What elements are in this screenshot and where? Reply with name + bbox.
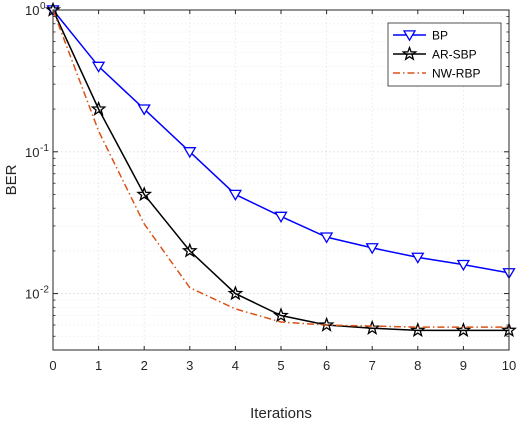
data-point-ar-sbp [455, 322, 472, 338]
legend-entry-bp: BP [393, 29, 448, 43]
data-point-ar-sbp [273, 307, 289, 323]
data-point-ar-sbp [318, 316, 335, 332]
y-tick-exponent: -1 [40, 143, 49, 154]
y-tick-exponent: 0 [40, 1, 46, 12]
data-point-bp [91, 61, 106, 73]
series-ar-sbp [45, 1, 517, 338]
data-point-bp [365, 243, 379, 255]
data-point-bp [183, 147, 197, 159]
data-point-bp [456, 259, 471, 272]
data-point-bp [319, 232, 334, 244]
data-point-ar-sbp [181, 242, 198, 258]
series-line-ar-sbp [52, 9, 509, 332]
x-axis-label: Iterations [250, 405, 312, 422]
series-bp [46, 5, 516, 280]
x-tick-label: 9 [460, 358, 467, 373]
series-nw-rbp [52, 9, 509, 328]
legend-label: AR-SBP [432, 48, 477, 62]
x-tick-label: 2 [141, 358, 148, 373]
legend-entry-nw-rbp: NW-RBP [393, 67, 480, 81]
series-group [45, 1, 517, 338]
legend-entry-ar-sbp: AR-SBP [393, 45, 477, 62]
data-point-bp [228, 189, 243, 201]
x-tick-label: 0 [49, 358, 56, 373]
legend: BP AR-SBP NW-RBP [387, 22, 502, 87]
x-tick-label: 5 [277, 358, 284, 373]
data-point-bp [411, 252, 425, 264]
y-tick-base: 10 [25, 3, 39, 18]
legend-label: BP [432, 29, 448, 43]
data-point-ar-sbp [227, 285, 244, 301]
x-tick-label: 7 [369, 358, 376, 373]
y-tick-base: 10 [25, 287, 39, 302]
data-point-ar-sbp [409, 322, 426, 338]
data-point-bp [274, 211, 288, 223]
x-tick-label: 10 [502, 358, 516, 373]
legend-marker [402, 30, 417, 42]
y-tick-label: 10 -1 [25, 143, 49, 160]
x-tick-label: 8 [414, 358, 421, 373]
y-tick-label: 10 0 [25, 1, 46, 18]
series-line-nw-rbp [52, 9, 509, 328]
legend-label: NW-RBP [432, 67, 480, 81]
x-tick-label: 6 [323, 358, 330, 373]
data-point-bp [137, 104, 151, 116]
data-point-ar-sbp [90, 100, 107, 116]
x-tick-label: 4 [232, 358, 239, 373]
y-tick-label: 10 -2 [25, 285, 49, 302]
x-tick-label: 1 [95, 358, 102, 373]
y-tick-base: 10 [25, 145, 39, 160]
x-tick-label: 3 [186, 358, 193, 373]
y-axis-label: BER [3, 164, 20, 195]
data-point-ar-sbp [136, 186, 153, 202]
y-tick-exponent: -2 [40, 285, 49, 296]
legend-marker [401, 45, 418, 61]
